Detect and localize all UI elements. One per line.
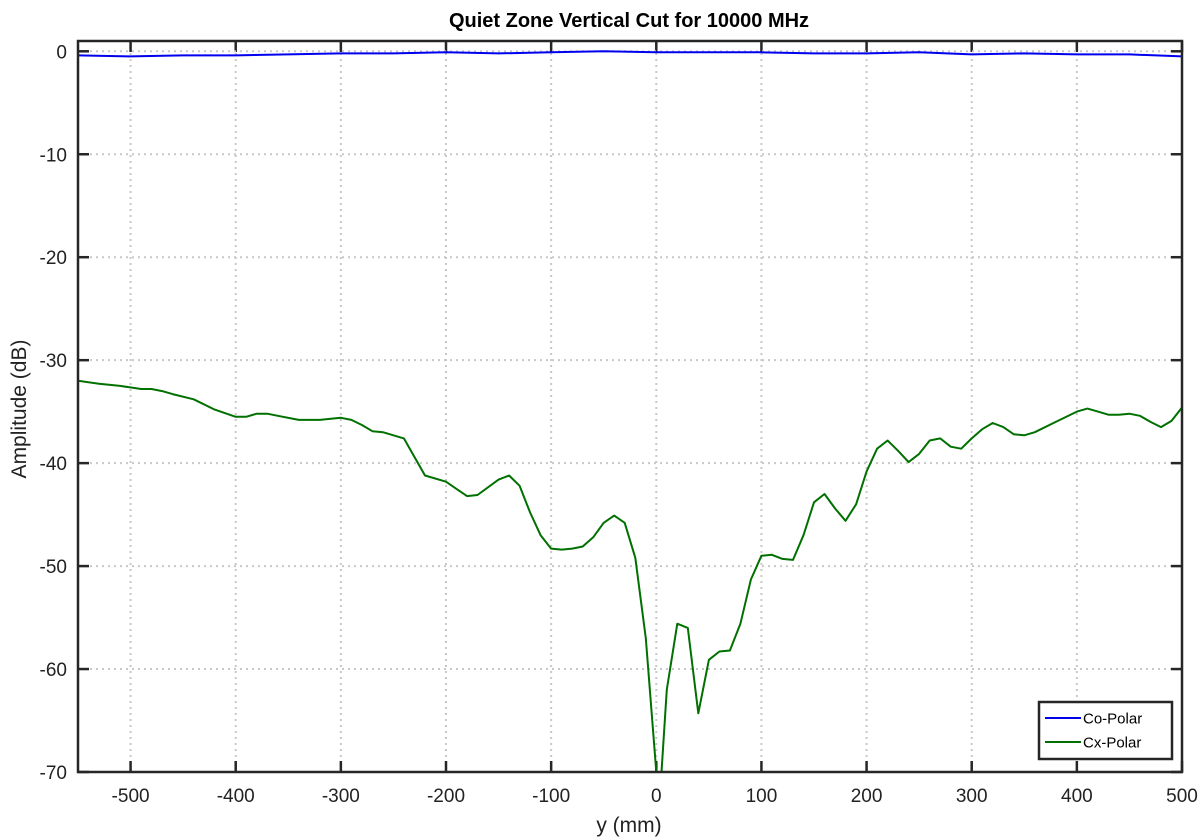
x-tick-label: 500 <box>1166 786 1198 807</box>
y-tick-label: -50 <box>40 557 67 578</box>
x-tick-label: 100 <box>746 786 778 807</box>
x-tick-label: -400 <box>217 786 255 807</box>
x-tick-label: 0 <box>651 786 662 807</box>
y-tick-label: -40 <box>40 454 67 475</box>
y-tick-label: -20 <box>40 248 67 269</box>
legend-label: Co-Polar <box>1083 711 1142 728</box>
plot-area: -500 -400 -300 -200 -100 0 100 200 300 400 500 0 -10… <box>40 39 1198 807</box>
y-axis-label: Amplitude (dB) <box>8 340 31 479</box>
x-tick-label: 300 <box>956 786 988 807</box>
series-line-co-polar <box>78 50 1182 58</box>
legend-label: Cx-Polar <box>1083 735 1141 752</box>
x-tick-label: 400 <box>1061 786 1093 807</box>
x-tick-label: -500 <box>112 786 150 807</box>
y-tick-label: 0 <box>56 42 67 63</box>
x-axis-label: y (mm) <box>596 814 661 837</box>
y-tick-label: -10 <box>40 145 67 166</box>
x-tick-label: -300 <box>322 786 360 807</box>
legend-box <box>1037 700 1174 761</box>
series-line-cx-polar <box>78 379 1182 772</box>
plot-frame <box>76 39 1184 774</box>
x-tick-label: -200 <box>427 786 465 807</box>
x-tick-label: -100 <box>532 786 570 807</box>
y-tick-label: -60 <box>40 660 67 681</box>
y-tick-label: -30 <box>40 351 67 372</box>
y-tick-label: -70 <box>40 763 67 784</box>
x-tick-label: 200 <box>851 786 883 807</box>
chart-title: Quiet Zone Vertical Cut for 10000 MHz <box>449 10 809 32</box>
